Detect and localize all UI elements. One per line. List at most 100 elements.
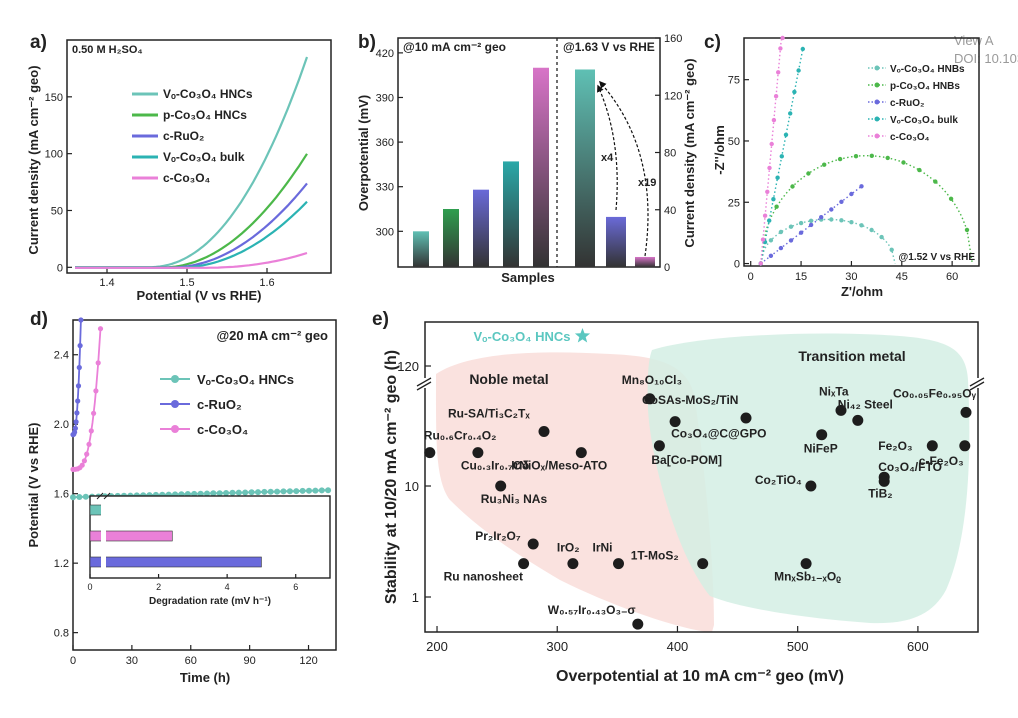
literature-data-point: [835, 404, 847, 416]
panel-b-ytick-label: 330: [376, 182, 394, 194]
panel-c-data-point: [853, 154, 859, 159]
panel-b-ylabel: Overpotential (mV): [356, 95, 371, 211]
this-work-label: Vₒ-Co₃O₄ HNCs: [474, 329, 571, 344]
panel-b-y2tick-label: 80: [664, 148, 676, 160]
panel-c-data-point: [774, 204, 779, 209]
watermark-line-1: View A: [954, 33, 994, 48]
panel-b-y2tick-label: 0: [664, 262, 670, 274]
panel-c-data-point: [769, 141, 774, 147]
ratio-label-x19: x19: [638, 177, 656, 189]
literature-data-point: [575, 447, 587, 459]
panel-c-xlabel: Z'/ohm: [841, 284, 883, 299]
panel-e-xtick-label: 600: [907, 639, 929, 654]
literature-point-label: NiₓTa: [819, 384, 849, 398]
panel-d-data-point: [325, 487, 332, 494]
literature-point-label: Co₃O₄@C@GPO: [671, 427, 766, 441]
panel-d-data-point: [84, 451, 90, 457]
ratio-label-x4: x4: [601, 152, 614, 164]
panel-a-frame: [66, 39, 332, 274]
panel-d-data-point: [91, 410, 97, 416]
doi-watermark: View A DOI: 10.1039/D4: [954, 32, 1018, 68]
panel-b: b) @10 mA cm⁻² geo @1.63 V vs RHE 300 330…: [356, 32, 697, 285]
panel-c-condition: @1.52 V vs RHE: [899, 252, 976, 263]
literature-point-label: c-Fe₂O₃: [919, 454, 964, 468]
panel-c-xtick-label: 15: [795, 271, 807, 283]
panel-c-data-point: [829, 207, 834, 212]
panel-c-data-point: [768, 253, 774, 258]
panel-d-data-point: [299, 487, 306, 494]
literature-point-label: MnₓSb₁₋ₓOᵨ: [774, 570, 841, 584]
inset-break-mark: [103, 492, 111, 500]
literature-data-point: [527, 538, 539, 550]
panel-b-y2label: Current density (mA cm⁻² geo): [682, 58, 697, 247]
literature-point-label: Fe₂O₃: [878, 439, 912, 453]
panel-e-break-mark: [969, 381, 985, 391]
panel-d-data-point: [210, 490, 217, 497]
panel-d-data-point: [86, 441, 92, 447]
panel-d-curve-ruo2: [72, 319, 82, 436]
panel-d-legend-marker: [171, 425, 179, 433]
panel-a-curve-3: [75, 200, 308, 269]
panel-c-data-point: [798, 220, 804, 226]
panel-e-ylabel: Stability at 10/20 mA cm⁻² geo (h): [383, 350, 400, 604]
current-density-bar: [606, 216, 626, 267]
panel-a-legend-label: c-Co₃O₄: [163, 171, 211, 185]
literature-data-point: [669, 416, 681, 428]
this-work-star-marker: [574, 328, 591, 343]
panel-e-xtick-label: 300: [546, 639, 568, 654]
panel-c-data-point: [933, 179, 938, 184]
panel-c-legend-marker: [874, 133, 880, 139]
panel-e-frame: [424, 321, 979, 633]
watermark-line-2: DOI: 10.1039/D4: [954, 51, 1018, 66]
overpotential-bar: [413, 231, 429, 267]
panel-letter-e: e): [372, 309, 389, 330]
panel-d-ytick-label: 2.4: [54, 350, 69, 362]
panel-c-legend-marker: [874, 99, 880, 105]
panel-a-xtick-label: 1.5: [179, 277, 194, 289]
panel-d-legend-label: c-RuO₂: [197, 397, 242, 412]
panel-d-ytick-label: 1.6: [54, 489, 69, 501]
panel-a-ylabel: Current density (mA cm⁻² geo): [26, 65, 41, 254]
panel-d: d) @20 mA cm⁻² geo 0 30 60 90 1200.81.21.62.…: [26, 309, 337, 685]
panel-c-data-point: [869, 227, 874, 233]
inset-axis-break: [101, 497, 106, 577]
panel-c-data-point: [837, 156, 843, 162]
panel-d-data-point: [73, 419, 79, 425]
panel-c-data-point: [788, 224, 794, 229]
panel-c-data-point: [889, 247, 894, 252]
panel-b-right-label: @1.63 V vs RHE: [563, 40, 655, 54]
panel-d-data-point: [82, 493, 89, 500]
panel-c-data-point: [819, 215, 824, 220]
panel-c-data-point: [885, 155, 890, 161]
literature-data-point: [644, 393, 656, 405]
panel-c-data-point: [849, 220, 854, 225]
panel-c-data-point: [780, 35, 785, 41]
panel-c-data-point: [859, 223, 864, 228]
panel-d-data-point: [97, 326, 104, 332]
panel-d-data-point: [78, 317, 84, 323]
panel-c-legend-label: c-RuO₂: [890, 98, 924, 109]
panel-d-data-point: [229, 489, 236, 496]
panel-d-data-point: [75, 383, 82, 389]
panel-c-ytick-label: 25: [728, 197, 740, 209]
panel-d-legend: Vₒ-Co₃O₄ HNCs c-RuO₂ c-Co₃O₄: [160, 372, 294, 437]
literature-point-label: IrNi: [593, 541, 613, 555]
transition-metal-label: Transition metal: [798, 348, 905, 364]
panel-letter-d: d): [30, 309, 48, 330]
panel-c-data-point: [775, 175, 780, 180]
panel-c-legend-label: Vₒ-Co₃O₄ bulk: [890, 115, 958, 126]
panel-b-ytick-label: 390: [376, 92, 394, 104]
panel-c-xtick-label: 60: [946, 271, 958, 283]
literature-data-point: [878, 475, 890, 487]
literature-point-label: IrNiOₓ/Meso-ATO: [511, 459, 607, 473]
panel-d-frame: [72, 319, 337, 651]
literature-data-point: [740, 412, 752, 424]
panel-b-y2tick-label: 160: [664, 33, 682, 45]
panel-c-data-point: [849, 191, 854, 197]
panel-c-data-point: [762, 213, 768, 218]
panel-c-data-point: [767, 218, 772, 223]
literature-point-label: Ru₀.₆Cr₀.₄O₂: [424, 429, 497, 443]
panel-b-left-label: @10 mA cm⁻² geo: [403, 40, 506, 54]
literature-point-label: Ba[Co-POM]: [651, 453, 722, 467]
panel-c-data-point: [800, 46, 805, 52]
